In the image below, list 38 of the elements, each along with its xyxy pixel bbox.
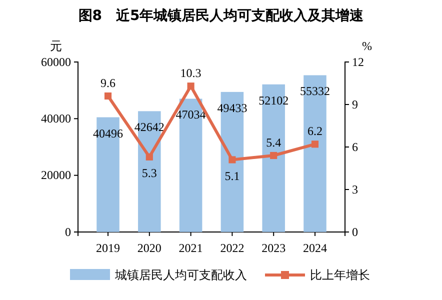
legend-label: 比上年增长: [310, 268, 370, 282]
point: [270, 152, 278, 160]
data-label: 47034: [176, 108, 206, 122]
x-tick-label: 2023: [262, 241, 286, 256]
y2-tick-label: 12: [352, 54, 364, 69]
y2-tick-label: 0: [352, 224, 358, 239]
point: [187, 82, 194, 90]
point: [228, 156, 236, 164]
x-tick-label: 2019: [96, 241, 120, 256]
point: [104, 92, 112, 100]
y-axis-title: 元: [50, 39, 62, 53]
y-tick-label: 60000: [41, 54, 71, 69]
y2-tick-label: 3: [352, 182, 358, 196]
data-label: 49433: [217, 100, 248, 115]
y2-axis-title: %: [362, 39, 372, 53]
data-label: 5.4: [266, 136, 282, 150]
x-tick-label: 2024: [302, 241, 327, 256]
legend-label: 城镇居民人均可支配收入: [114, 268, 247, 282]
x-tick-label: 2021: [178, 241, 203, 256]
point: [146, 153, 153, 160]
y2-tick-label: 9: [352, 97, 358, 112]
data-label: 5.1: [224, 168, 240, 183]
data-label: 55332: [300, 84, 330, 98]
y-tick-label: 20000: [41, 168, 71, 182]
data-label: 52102: [258, 93, 289, 108]
y-tick-label: 40000: [41, 112, 71, 126]
data-label: 9.6: [100, 76, 116, 90]
point: [311, 140, 319, 148]
data-label: 42642: [134, 120, 164, 134]
data-label: 40496: [93, 126, 124, 140]
y2-tick-label: 6: [352, 140, 358, 154]
x-tick-label: 2020: [137, 241, 162, 256]
data-label: 10.3: [180, 66, 202, 80]
y-tick-label: 0: [65, 224, 71, 239]
chart-title: 图8 近5年城镇居民人均可支配收入及其增速: [78, 7, 365, 24]
data-label: 5.3: [142, 166, 157, 180]
x-tick-label: 2022: [220, 241, 244, 256]
data-label: 6.2: [307, 124, 322, 138]
